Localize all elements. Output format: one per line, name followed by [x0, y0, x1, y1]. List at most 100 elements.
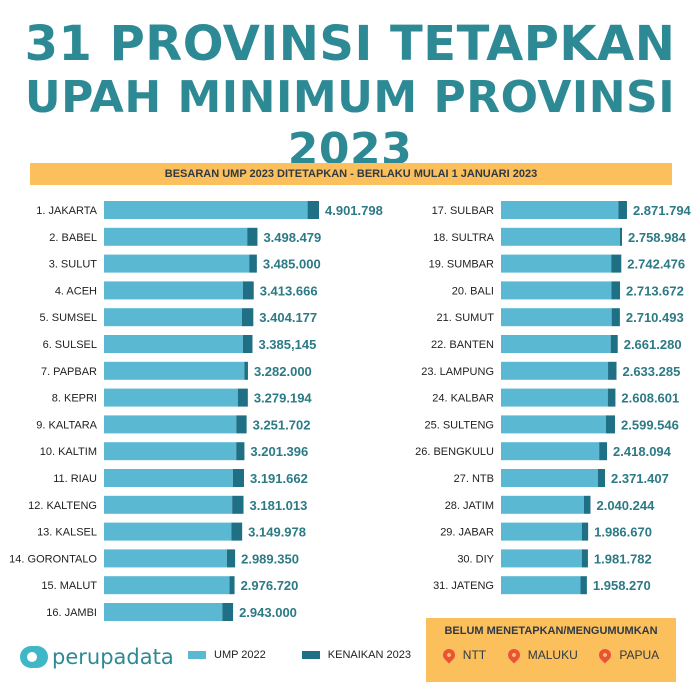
bar-value-label: 2.758.984	[628, 230, 687, 245]
bar-ump2022	[104, 388, 238, 407]
bar-ump2022	[501, 308, 612, 327]
bar-kenaikan	[581, 549, 588, 568]
bar-value-label: 2.742.476	[627, 257, 685, 272]
bar-ump2022	[104, 227, 248, 246]
row-label: 3. SULUT	[49, 259, 98, 271]
row-label: 8. KEPRI	[52, 393, 97, 405]
not-set-item: NTT	[440, 646, 487, 664]
bar-ump2022	[501, 442, 600, 461]
bar-kenaikan	[307, 201, 319, 219]
legend-item-kenaikan: KENAIKAN 2023	[301, 649, 411, 661]
row-label: 25. SULTENG	[425, 419, 495, 431]
not-set-box: BELUM MENETAPKAN/MENGUMUMKAN NTT MALUKU …	[426, 618, 676, 682]
row-label: 5. SUMSEL	[40, 312, 97, 324]
bar-kenaikan	[618, 201, 627, 219]
bar-ump2022	[104, 308, 242, 327]
bar-kenaikan	[608, 361, 617, 380]
row-label: 9. KALTARA	[36, 419, 97, 431]
bar-value-label: 3.282.000	[254, 364, 312, 379]
row-label: 17. SULBAR	[432, 205, 494, 217]
bar-ump2022	[104, 201, 308, 219]
bar-value-label: 2.976.720	[241, 578, 299, 593]
not-set-province: NTT	[462, 648, 487, 662]
bar-ump2022	[104, 335, 243, 353]
bar-kenaikan	[229, 576, 235, 595]
title-line-2: UPAH MINIMUM PROVINSI 2023	[24, 72, 676, 175]
bar-kenaikan	[249, 254, 257, 273]
legend-label-ump2022: UMP 2022	[214, 649, 266, 661]
row-label: 28. JATIM	[445, 500, 494, 512]
bar-kenaikan	[226, 549, 236, 568]
bar-ump2022	[104, 254, 250, 273]
bar-ump2022	[104, 495, 233, 514]
title-line-1: 31 PROVINSI TETAPKAN	[24, 16, 676, 72]
bar-value-label: 2.710.493	[626, 310, 684, 325]
not-set-item: PAPUA	[596, 646, 660, 664]
row-label: 19. SUMBAR	[429, 259, 494, 271]
row-label: 27. NTB	[454, 473, 494, 485]
bar-ump2022	[501, 201, 619, 219]
bar-kenaikan	[605, 415, 616, 434]
bar-ump2022	[501, 388, 608, 407]
not-set-item: MALUKU	[505, 646, 578, 664]
bar-ump2022	[104, 469, 233, 487]
bar-value-label: 3.251.702	[253, 417, 311, 432]
row-label: 4. ACEH	[55, 285, 97, 297]
bar-kenaikan	[237, 388, 248, 407]
bar-value-label: 3.404.177	[259, 310, 317, 325]
bar-value-label: 2.713.672	[626, 283, 684, 298]
row-label: 1. JAKARTA	[36, 205, 97, 217]
not-set-province: PAPUA	[619, 648, 660, 662]
bar-kenaikan	[222, 603, 234, 621]
row-label: 11. RIAU	[53, 473, 97, 485]
bar-ump2022	[104, 576, 230, 595]
bar-ump2022	[501, 254, 612, 273]
row-label: 26. BENGKULU	[415, 446, 494, 458]
bar-value-label: 1.981.782	[594, 551, 652, 566]
bar-ump2022	[501, 227, 620, 246]
brand-name: perupadata	[52, 645, 174, 669]
row-label: 22. BANTEN	[431, 339, 494, 351]
page-title: 31 PROVINSI TETAPKAN UPAH MINIMUM PROVIN…	[0, 16, 700, 176]
bar-value-label: 3.413.666	[260, 283, 318, 298]
bar-value-label: 3.201.396	[250, 444, 308, 459]
bar-value-label: 2.871.794	[633, 203, 692, 218]
bar-kenaikan	[236, 415, 247, 434]
bar-value-label: 2.943.000	[239, 605, 297, 620]
bar-kenaikan	[610, 335, 618, 353]
row-label: 2. BABEL	[49, 232, 97, 244]
bar-kenaikan	[583, 495, 591, 514]
location-pin-icon	[505, 646, 523, 664]
row-label: 7. PAPBAR	[41, 366, 97, 378]
bar-ump2022	[501, 495, 584, 514]
not-set-title: BELUM MENETAPKAN/MENGUMUMKAN	[444, 625, 658, 637]
legend-label-kenaikan: KENAIKAN 2023	[327, 649, 411, 661]
bar-ump2022	[501, 281, 612, 300]
bar-ump2022	[501, 361, 609, 380]
bar-value-label: 1.986.670	[594, 525, 652, 540]
bar-kenaikan	[611, 254, 622, 273]
bar-kenaikan	[611, 281, 621, 300]
subtitle-banner: BESARAN UMP 2023 DITETAPKAN - BERLAKU MU…	[30, 163, 672, 185]
bar-ump2022	[501, 576, 581, 595]
bar-value-label: 3.181.013	[250, 498, 308, 513]
bar-kenaikan	[236, 442, 245, 461]
bar-kenaikan	[242, 281, 254, 300]
row-label: 6. SULSEL	[43, 339, 97, 351]
bar-ump2022	[104, 522, 232, 541]
bar-value-label: 3.485.000	[263, 257, 321, 272]
bar-ump2022	[501, 335, 611, 353]
perupadata-logo-icon	[20, 646, 48, 668]
not-set-list: NTT MALUKU PAPUA	[426, 646, 676, 664]
bar-value-label: 2.599.546	[621, 417, 679, 432]
bar-ump2022	[104, 361, 245, 380]
bar-value-label: 3.279.194	[254, 391, 313, 406]
row-label: 21. SUMUT	[437, 312, 495, 324]
bar-ump2022	[501, 469, 598, 487]
row-label: 16. JAMBI	[46, 607, 97, 619]
row-label: 29. JABAR	[440, 527, 494, 539]
not-set-province: MALUKU	[527, 648, 578, 662]
bar-ump2022	[501, 549, 582, 568]
row-label: 24. KALBAR	[432, 393, 494, 405]
bar-kenaikan	[599, 442, 608, 461]
